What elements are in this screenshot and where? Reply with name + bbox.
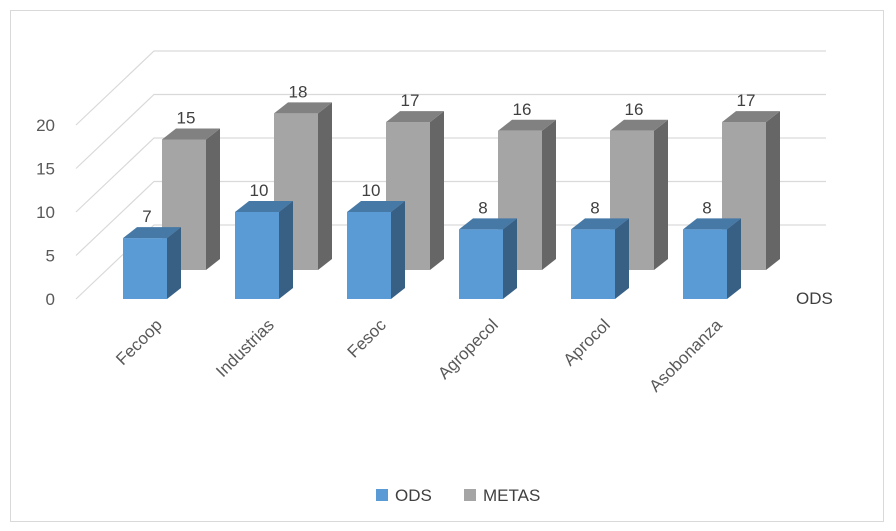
gridline xyxy=(75,137,826,213)
ods-data-label: 10 xyxy=(362,181,381,200)
metas-bar-side xyxy=(206,128,220,270)
metas-bar-top xyxy=(610,119,668,131)
ods-bar xyxy=(459,218,517,299)
category-label: Fesoc xyxy=(344,315,391,362)
legend-label-metas: METAS xyxy=(483,486,540,505)
metas-bar xyxy=(610,119,668,270)
ods-bar-top xyxy=(347,201,405,212)
gridline xyxy=(75,93,826,169)
metas-bar-top xyxy=(162,128,220,140)
ods-bar-front xyxy=(235,212,279,299)
ods-bar-top xyxy=(683,218,741,230)
metas-data-label: 17 xyxy=(401,91,420,110)
data-labels: 15 7 18 10 17 10 16 8 16 8 17 8 xyxy=(142,82,755,226)
metas-bar-side xyxy=(542,119,556,270)
y-tick-label: 20 xyxy=(36,116,55,135)
legend: ODS METAS xyxy=(376,486,540,505)
category-label: Industrias xyxy=(212,315,278,381)
ods-bar xyxy=(123,227,181,299)
metas-data-label: 15 xyxy=(177,109,196,128)
gridline xyxy=(75,50,826,126)
ods-bar-side xyxy=(279,201,293,299)
depth-axis-label: ODS xyxy=(796,289,833,308)
ods-bar xyxy=(571,218,629,299)
ods-bar-front xyxy=(571,229,615,299)
metas-data-label: 16 xyxy=(625,100,644,119)
y-tick-label: 0 xyxy=(46,290,55,309)
ods-bar-top xyxy=(235,201,293,212)
metas-bar-top xyxy=(274,102,332,114)
ods-data-label: 8 xyxy=(590,198,599,217)
y-tick-label: 15 xyxy=(36,160,55,179)
ods-bars xyxy=(123,201,741,299)
y-tick-label: 5 xyxy=(46,247,55,266)
legend-swatch-ods xyxy=(376,489,388,501)
ods-data-label: 10 xyxy=(250,181,269,200)
metas-data-label: 17 xyxy=(737,91,756,110)
metas-data-label: 16 xyxy=(513,100,532,119)
ods-bar-side xyxy=(167,227,181,299)
ods-bar-front xyxy=(683,229,727,299)
ods-bar-top xyxy=(123,227,181,239)
metas-bar-top xyxy=(498,119,556,131)
ods-bar-top xyxy=(571,218,629,230)
metas-bar-side xyxy=(654,119,668,270)
ods-bar-front xyxy=(347,212,391,299)
gridline xyxy=(75,180,826,256)
ods-data-label: 8 xyxy=(478,198,487,217)
legend-swatch-metas xyxy=(464,489,476,501)
category-label: Asobonanza xyxy=(646,315,727,396)
ods-bar-side xyxy=(391,201,405,299)
ods-bar xyxy=(235,201,293,299)
ods-bar xyxy=(683,218,741,299)
metas-bar xyxy=(722,111,780,270)
y-axis-ticks: 0 5 10 15 20 xyxy=(36,116,55,309)
ods-bar-front xyxy=(459,229,503,299)
category-labels: Fecoop Industrias Fesoc Agropecol Aprocol Aso… xyxy=(112,315,726,396)
category-label: Fecoop xyxy=(112,315,166,369)
category-label: Aprocol xyxy=(560,315,614,369)
legend-label-ods: ODS xyxy=(395,486,432,505)
y-tick-label: 10 xyxy=(36,203,55,222)
metas-bar-side xyxy=(766,111,780,270)
metas-bar-top xyxy=(386,111,444,123)
ods-bar xyxy=(347,201,405,299)
metas-bar-side xyxy=(318,102,332,270)
metas-data-label: 18 xyxy=(289,82,308,101)
ods-bar-front xyxy=(123,238,167,299)
ods-data-label: 7 xyxy=(142,207,151,226)
metas-bar xyxy=(498,119,556,270)
metas-bar-top xyxy=(722,111,780,123)
ods-bar-side xyxy=(503,218,517,299)
ods-bar-side xyxy=(615,218,629,299)
ods-bar-top xyxy=(459,218,517,230)
ods-data-label: 8 xyxy=(702,198,711,217)
metas-bar-side xyxy=(430,111,444,270)
category-label: Agropecol xyxy=(434,315,502,383)
ods-bar-side xyxy=(727,218,741,299)
